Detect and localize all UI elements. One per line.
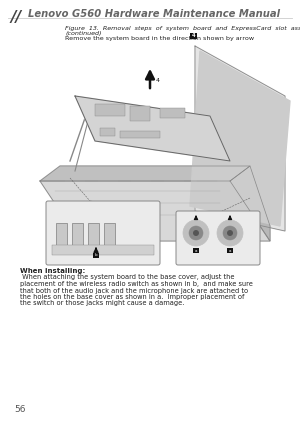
Text: 4: 4 — [192, 33, 195, 38]
Text: When attaching the system board to the base cover, adjust the: When attaching the system board to the b… — [20, 274, 235, 280]
Text: that both of the audio jack and the microphone jack are attached to: that both of the audio jack and the micr… — [20, 288, 248, 294]
Text: Lenovo G560 Hardware Maintenance Manual: Lenovo G560 Hardware Maintenance Manual — [28, 9, 280, 19]
Text: a: a — [195, 248, 197, 253]
Text: 4: 4 — [156, 78, 160, 83]
Bar — [56, 223, 67, 245]
Circle shape — [189, 226, 203, 240]
Text: Figure  13.  Removal  steps  of  system  board  and  ExpressCard  slot  assembly: Figure 13. Removal steps of system board… — [65, 26, 300, 31]
Bar — [100, 128, 115, 136]
Polygon shape — [40, 181, 270, 241]
Text: When installing:: When installing: — [20, 268, 85, 274]
Circle shape — [193, 230, 199, 236]
Text: //: // — [10, 10, 21, 25]
Circle shape — [227, 230, 233, 236]
Bar — [130, 106, 150, 121]
Text: placement of the wireless radio switch as shown in b,  and make sure: placement of the wireless radio switch a… — [20, 281, 253, 287]
Polygon shape — [75, 96, 230, 161]
Bar — [93, 253, 99, 258]
FancyBboxPatch shape — [176, 211, 260, 265]
Polygon shape — [230, 166, 270, 241]
Circle shape — [183, 220, 209, 246]
FancyBboxPatch shape — [46, 201, 160, 265]
Text: b: b — [95, 253, 97, 257]
Bar — [72, 223, 83, 245]
Bar — [190, 33, 197, 38]
Circle shape — [217, 220, 243, 246]
Text: Remove the system board in the direction shown by arrow: Remove the system board in the direction… — [65, 36, 256, 41]
Text: the switch or those jacks might cause a damage.: the switch or those jacks might cause a … — [20, 300, 184, 306]
Bar — [227, 248, 233, 253]
Bar — [95, 104, 125, 116]
Text: the holes on the base cover as shown in a.  Improper placement of: the holes on the base cover as shown in … — [20, 294, 244, 300]
Bar — [120, 131, 160, 138]
Circle shape — [223, 226, 237, 240]
Text: (continued): (continued) — [65, 31, 101, 36]
Bar — [160, 108, 185, 118]
Bar — [193, 248, 199, 253]
Bar — [104, 223, 115, 245]
Polygon shape — [190, 51, 290, 226]
Polygon shape — [195, 46, 285, 231]
Bar — [52, 245, 154, 255]
Text: a: a — [229, 248, 231, 253]
Text: 56: 56 — [14, 405, 26, 414]
Polygon shape — [40, 166, 250, 181]
Bar — [88, 223, 99, 245]
